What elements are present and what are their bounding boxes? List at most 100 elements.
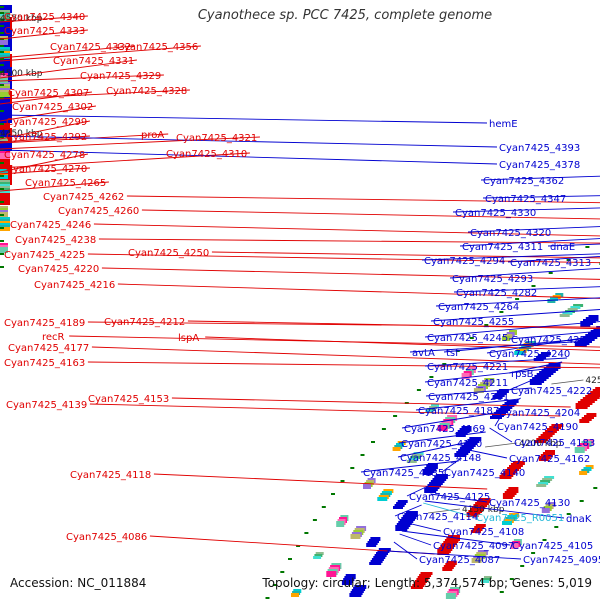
gene-label[interactable]: Cyan7425_4153 (88, 394, 169, 405)
gene-label[interactable]: Cyan7425_4130 (489, 498, 570, 509)
gene-label[interactable]: Cyan7425_4201 (428, 392, 509, 403)
gene-label[interactable]: Cyan7425_4086 (66, 532, 147, 543)
gene-label[interactable]: Cyan7425_4330 (455, 208, 536, 219)
gene-label[interactable]: Cyan7425_4294 (424, 256, 505, 267)
gene-label[interactable]: Cyan7425_4204 (499, 408, 580, 419)
gene-label[interactable]: Cyan7425_4278 (4, 150, 85, 161)
gene-label[interactable]: Cyan7425_4095 (523, 555, 600, 566)
gene-label[interactable]: Cyan7425_4320 (470, 228, 551, 239)
gene-label[interactable]: Cyan7425_4097 (433, 541, 514, 552)
leader-line (360, 460, 459, 473)
gene-label[interactable]: Cyan7425_4190 (497, 422, 578, 433)
gene-label[interactable]: Cyan7425_4177 (8, 343, 89, 354)
gene-label[interactable]: Cyan7425_4169 (404, 424, 485, 435)
gene-label[interactable]: Cyan7425_4212 (104, 317, 185, 328)
gene-label[interactable]: Cyan7425_4310 (166, 149, 247, 160)
gene-feature (410, 586, 423, 589)
gene-label[interactable]: Cyan7425_4238 (15, 235, 96, 246)
gene-label[interactable]: Cyan7425_4114 (397, 512, 478, 523)
gene-label[interactable]: Cyan7425_4262 (43, 192, 124, 203)
gene-label[interactable]: Cyan7425_4118 (70, 470, 151, 481)
gene-label[interactable]: Cyan7425_4329 (80, 71, 161, 82)
gene-feature (510, 543, 519, 549)
gene-label[interactable]: Cyan7425_4393 (499, 143, 580, 154)
gene-label[interactable]: dnaE (550, 242, 575, 253)
gene-label[interactable]: Cyan7425_4148 (400, 453, 481, 464)
gene-label[interactable]: Cyan7425_4222 (511, 386, 592, 397)
gene-label[interactable]: avtA (412, 348, 435, 359)
gene-label[interactable]: Cyan7425_4328 (106, 86, 187, 97)
gene-label[interactable]: Cyan7425_4333 (4, 26, 85, 37)
gene-label[interactable]: Cyan7425_4160 (401, 439, 482, 450)
gene-label[interactable]: Cyan7425_4187 (418, 406, 499, 417)
gc-marker (499, 311, 504, 313)
gene-label[interactable]: Cyan7425_4282 (456, 288, 537, 299)
gene-label[interactable]: Cyan7425_4331 (53, 56, 134, 67)
gene-label[interactable]: Cyan7425_4311 (462, 242, 543, 253)
gene-label[interactable]: Cyan7425_4246 (10, 220, 91, 231)
gene-label[interactable]: Cyan7425_4292 (6, 132, 87, 143)
gc-marker (0, 123, 4, 125)
gene-label[interactable]: Cyan7425_4362 (483, 176, 564, 187)
gene-feature (393, 506, 403, 509)
gene-label[interactable]: Cyan7425_4108 (443, 527, 524, 538)
gene-label[interactable]: Cyan7425_4307 (8, 88, 89, 99)
gene-label[interactable]: Cyan7425_4265 (25, 178, 106, 189)
gene-label[interactable]: Cyan7425_4140 (444, 468, 525, 479)
gene-label[interactable]: Cyan7425_4125 (409, 492, 490, 503)
gene-label[interactable]: Cyan7425_4255 (433, 317, 514, 328)
gene-label[interactable]: Cyan7425_4332 (50, 42, 131, 53)
gene-feature (0, 64, 10, 67)
gene-label[interactable]: Cyan7425_4340 (4, 12, 85, 23)
gene-feature (417, 576, 430, 579)
gene-label[interactable]: hemE (489, 119, 518, 130)
gene-label[interactable]: Cyan7425_4260 (58, 206, 139, 217)
gene-feature (397, 500, 408, 503)
gene-labels: Cyan7425_4340Cyan7425_4333Cyan7425_4332C… (4, 12, 600, 566)
gc-marker (554, 526, 559, 528)
gene-label[interactable]: Cyan7425_4087 (419, 555, 500, 566)
gene-label[interactable]: Cyan7425_4211 (427, 378, 508, 389)
gene-label[interactable]: Cyan7425_4321 (176, 133, 257, 144)
gene-label[interactable]: Cyan7425_4293 (452, 274, 533, 285)
gene-label[interactable]: Cyan7425_4162 (509, 454, 590, 465)
gene-label[interactable]: Cyan7425_R0051 (476, 513, 564, 524)
gene-label[interactable]: lspA (178, 333, 199, 344)
gene-label[interactable]: rpsB (511, 369, 534, 380)
gene-label[interactable]: Cyan7425_4216 (34, 280, 115, 291)
gene-label[interactable]: Cyan7425_4347 (485, 194, 566, 205)
gene-label[interactable]: Cyan7425_4302 (12, 102, 93, 113)
gene-label[interactable]: Cyan7425_4264 (438, 302, 519, 313)
gene-label[interactable]: Cyan7425_4163 (4, 358, 85, 369)
gene-label[interactable]: recR (42, 332, 65, 343)
gene-label[interactable]: Cyan7425_4245 (427, 333, 508, 344)
gene-feature (538, 482, 549, 485)
leader-line (0, 74, 164, 82)
gene-label[interactable]: Cyan7425_4183 (514, 438, 595, 449)
gene-label[interactable]: tsf (446, 348, 459, 359)
leader-line (91, 346, 600, 365)
gene-feature (0, 112, 12, 115)
gene-label[interactable]: Cyan7425_4135 (363, 468, 444, 479)
gene-label[interactable]: Cyan7425_4240 (489, 349, 570, 360)
gene-feature (482, 578, 491, 581)
gene-label[interactable]: Cyan7425_4221 (427, 362, 508, 373)
gene-label[interactable]: Cyan7425_4313 (510, 258, 591, 269)
gc-marker (566, 259, 571, 261)
gene-label[interactable]: Cyan7425_4299 (6, 117, 87, 128)
leader-line (467, 226, 600, 233)
gene-label[interactable]: Cyan7425_4250 (128, 248, 209, 259)
gene-label[interactable]: Cyan7425_4225 (4, 250, 85, 261)
gene-label[interactable]: Cyan7425_4105 (512, 541, 593, 552)
gene-label[interactable]: Cyan7425_4139 (6, 400, 87, 411)
gene-label[interactable]: Cyan7425_4356 (117, 42, 198, 53)
gene-label[interactable]: Cyan7425_4378 (499, 160, 580, 171)
gene-label[interactable]: Cyan7425_4220 (18, 264, 99, 275)
gene-label[interactable]: Cyan7425_4189 (4, 318, 85, 329)
gene-feature (470, 530, 481, 533)
gene-label[interactable]: Cyan7425_4270 (6, 164, 87, 175)
gene-label[interactable]: Cyan7425_4259 (511, 335, 592, 346)
gene-label[interactable]: proA (141, 130, 164, 141)
gene-label[interactable]: dnaK (566, 514, 592, 525)
leader-line (407, 522, 442, 532)
